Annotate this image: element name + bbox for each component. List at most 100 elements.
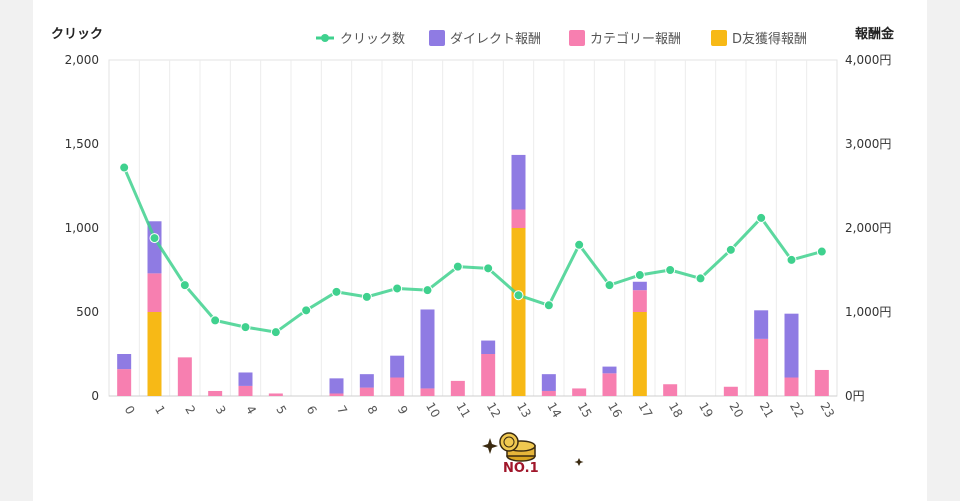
x-tick-label: 23 xyxy=(817,400,837,420)
bar-segment xyxy=(541,390,556,396)
grid xyxy=(108,59,838,397)
bar-segment xyxy=(390,355,405,378)
x-tick-label: 16 xyxy=(605,400,625,420)
x-tick-label: 20 xyxy=(726,400,746,420)
chart-card: クリック 報酬金 クリック数 ダイレクト報酬 カテゴリー報酬 D友獲得報酬 2,… xyxy=(33,0,927,501)
bar-segment xyxy=(420,388,435,396)
x-tick-label: 3 xyxy=(213,403,229,417)
x-tick-label: 14 xyxy=(544,400,564,420)
bars xyxy=(117,154,829,396)
bar-segment xyxy=(511,228,526,396)
click-point xyxy=(452,261,463,272)
click-point xyxy=(574,239,585,250)
click-point xyxy=(149,233,160,244)
right-axis-title: 報酬金 xyxy=(855,26,895,42)
x-tick-label: 12 xyxy=(484,400,504,420)
bar-segment xyxy=(754,338,769,396)
bar-segment xyxy=(511,154,526,210)
x-tick-label: 2 xyxy=(182,403,198,417)
coin-stack-icon xyxy=(499,432,536,462)
click-point xyxy=(270,327,281,338)
bar-segment xyxy=(784,313,799,378)
bar-segment xyxy=(238,385,253,396)
left-tick-label: 0 xyxy=(91,389,99,403)
bar-segment xyxy=(754,310,769,339)
legend-label-direct: ダイレクト報酬 xyxy=(450,32,541,47)
bar-segment xyxy=(177,357,192,396)
x-tick-label: 7 xyxy=(334,403,350,417)
x-tick-label: 5 xyxy=(273,403,289,417)
x-tick-label: 9 xyxy=(395,403,411,417)
bar-segment xyxy=(632,312,647,396)
bar-segment xyxy=(147,273,162,312)
bar-segment xyxy=(663,384,678,396)
click-point xyxy=(119,162,130,173)
bar-segment xyxy=(359,374,374,388)
x-tick-label: 18 xyxy=(666,400,686,420)
bar-segment xyxy=(541,374,556,391)
x-tick-label: 11 xyxy=(453,400,473,420)
bar-segment xyxy=(329,378,344,394)
click-point xyxy=(543,300,554,311)
left-axis-ticks: 2,000 1,500 1,000 500 0 xyxy=(65,53,99,403)
click-point xyxy=(665,265,676,275)
x-tick-label: 4 xyxy=(243,403,259,417)
bar-segment xyxy=(359,387,374,396)
click-point xyxy=(786,254,797,265)
click-point xyxy=(816,246,827,257)
bar-segment xyxy=(602,366,617,374)
bar-segment xyxy=(390,377,405,396)
click-point xyxy=(361,291,372,302)
small-sparkle-icon xyxy=(574,458,584,466)
chart: クリック 報酬金 クリック数 ダイレクト報酬 カテゴリー報酬 D友獲得報酬 2,… xyxy=(51,26,895,476)
bar-segment xyxy=(481,340,496,354)
bar-segment xyxy=(208,390,223,396)
click-point xyxy=(725,244,736,255)
bar-segment xyxy=(481,354,496,396)
x-tick-label: 0 xyxy=(122,403,138,417)
x-tick-label: 22 xyxy=(787,400,807,420)
bar-segment xyxy=(147,312,162,396)
legend-swatch-dfriend xyxy=(711,30,727,46)
right-tick-label: 4,000円 xyxy=(845,53,891,67)
click-point xyxy=(240,322,251,333)
right-tick-label: 0円 xyxy=(845,389,865,403)
bar-segment xyxy=(450,380,465,396)
bar-segment xyxy=(117,354,132,370)
click-line xyxy=(119,162,827,338)
x-tick-label: 8 xyxy=(364,403,380,417)
click-point xyxy=(179,280,190,291)
bar-segment xyxy=(511,209,526,228)
bar-segment xyxy=(147,221,162,274)
right-tick-label: 2,000円 xyxy=(845,221,891,235)
left-tick-label: 2,000 xyxy=(65,53,99,67)
left-tick-label: 500 xyxy=(76,305,99,319)
click-point xyxy=(301,305,312,316)
click-point xyxy=(756,212,767,223)
bar-segment xyxy=(632,290,647,312)
x-tick-label: 10 xyxy=(423,400,443,420)
right-tick-label: 3,000円 xyxy=(845,137,891,151)
legend-swatch-category xyxy=(569,30,585,46)
right-axis-ticks: 4,000円 3,000円 2,000円 1,000円 0円 xyxy=(845,53,891,403)
legend-label-category: カテゴリー報酬 xyxy=(590,31,681,47)
click-point xyxy=(210,315,221,326)
bar-segment xyxy=(632,281,647,291)
legend: クリック数 ダイレクト報酬 カテゴリー報酬 D友獲得報酬 xyxy=(316,30,807,47)
no1-badge: NO.1 xyxy=(482,432,584,476)
legend-label-clicks: クリック数 xyxy=(340,32,405,47)
x-tick-label: 19 xyxy=(696,400,716,420)
x-axis-ticks: 0 1 2 3 4 5 6 7 8 9 10 11 12 13 14 15 16 17 18 19 20 21 22 23 xyxy=(122,400,838,420)
bar-segment xyxy=(572,388,587,396)
click-line-path xyxy=(122,166,823,334)
click-point xyxy=(392,283,403,294)
left-tick-label: 1,500 xyxy=(65,137,99,151)
x-tick-label: 6 xyxy=(304,403,320,417)
click-point xyxy=(604,280,615,291)
click-point xyxy=(422,285,433,296)
bar-segment xyxy=(329,393,344,396)
click-point xyxy=(634,270,645,281)
x-tick-label: 13 xyxy=(514,400,534,420)
legend-label-dfriend: D友獲得報酬 xyxy=(732,31,807,47)
bar-segment xyxy=(602,373,617,396)
